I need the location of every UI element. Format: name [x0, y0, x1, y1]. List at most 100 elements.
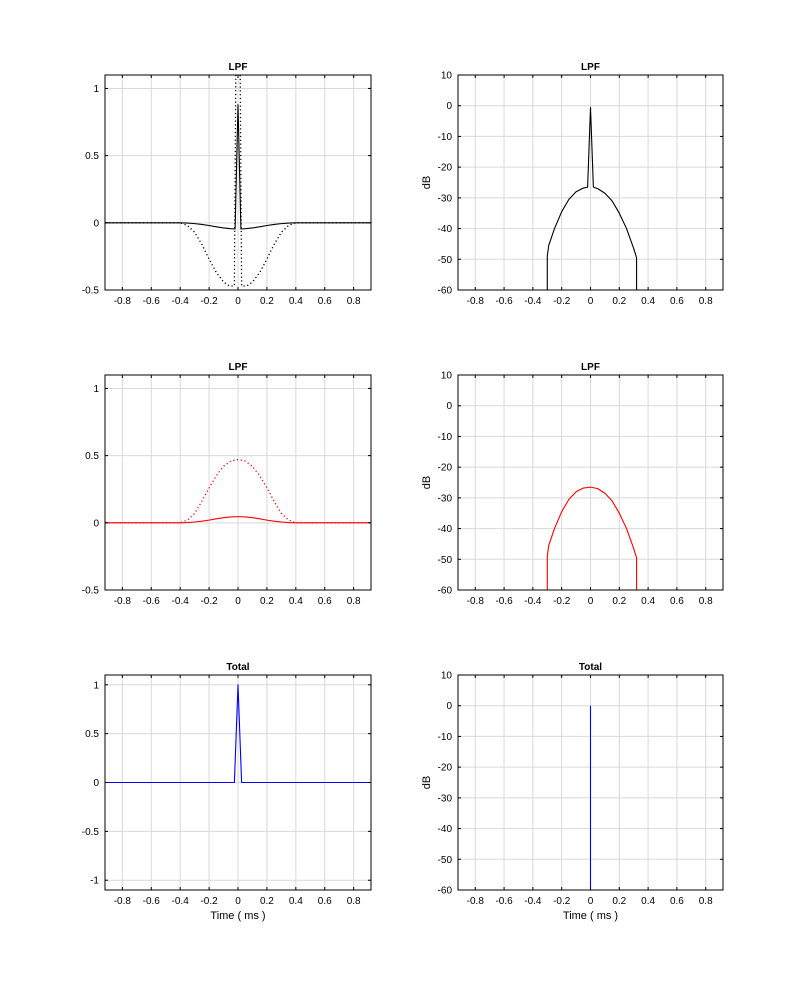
y-tick-label: 0.5: [85, 729, 99, 740]
x-tick-label: 0.6: [318, 296, 332, 307]
x-tick-label: -0.4: [172, 596, 190, 607]
x-tick-label: -0.6: [143, 596, 161, 607]
y-tick-label: -50: [438, 255, 453, 266]
x-tick-label: 0.6: [670, 896, 684, 907]
y-tick-label: -60: [438, 886, 453, 897]
x-tick-label: -0.2: [553, 896, 571, 907]
solid-series-line: [546, 486, 638, 590]
x-tick-label: 0.8: [699, 596, 713, 607]
x-tick-label: 0.6: [318, 596, 332, 607]
chart-title: LPF: [229, 62, 248, 73]
y-tick-label: 10: [441, 371, 453, 382]
y-tick-label: 0: [446, 401, 452, 412]
y-tick-label: 0: [93, 518, 99, 529]
y-axis-label: dB: [421, 176, 433, 189]
y-tick-label: 1: [93, 384, 99, 395]
chart-title: LPF: [581, 362, 600, 373]
plot-area: [546, 106, 638, 290]
x-tick-label: 0.2: [260, 596, 274, 607]
x-tick-label: 0.8: [699, 896, 713, 907]
x-tick-label: 0.4: [641, 896, 655, 907]
x-axis-label: Time ( ms ): [563, 910, 618, 922]
x-tick-label: 0.2: [612, 296, 626, 307]
y-tick-label: -0.5: [82, 586, 100, 597]
x-tick-label: -0.6: [495, 596, 513, 607]
chart-title: LPF: [581, 62, 600, 73]
x-tick-label: 0.2: [260, 296, 274, 307]
x-tick-label: 0: [235, 596, 241, 607]
chart-panel-5: -0.8 -0.6 -0.4 -0.2 0 0.2 0.4 0.6 0.8 -1 -0.5 0 0.5 1…: [82, 662, 372, 922]
y-tick-label: -30: [438, 193, 453, 204]
plot-area: [105, 459, 371, 524]
y-tick-label: -20: [438, 163, 453, 174]
y-tick-label: -20: [438, 463, 453, 474]
y-tick-label: -60: [438, 586, 453, 597]
x-tick-label: 0.4: [641, 596, 655, 607]
solid-series-line: [105, 516, 371, 524]
chart-panel-2: -0.8 -0.6 -0.4 -0.2 0 0.2 0.4 0.6 0.8 -60 -50 -40 -3…: [421, 62, 724, 307]
y-tick-label: -10: [438, 732, 453, 743]
x-tick-label: -0.4: [524, 896, 542, 907]
y-axis-label: dB: [421, 476, 433, 489]
x-tick-label: 0: [235, 896, 241, 907]
y-tick-label: -50: [438, 555, 453, 566]
x-tick-label: -0.4: [172, 296, 190, 307]
chart-panel-6: -0.8 -0.6 -0.4 -0.2 0 0.2 0.4 0.6 0.8 -60 -50 -40 -3…: [421, 662, 724, 922]
x-tick-label: -0.2: [200, 296, 218, 307]
dotted-series-line: [105, 459, 371, 524]
grid: [458, 374, 723, 591]
x-tick-label: 0: [588, 596, 594, 607]
chart-panel-3: -0.8 -0.6 -0.4 -0.2 0 0.2 0.4 0.6 0.8 -0.5 0 0.5 1 LP…: [82, 362, 372, 607]
y-tick-label: 0: [446, 101, 452, 112]
chart-panel-4: -0.8 -0.6 -0.4 -0.2 0 0.2 0.4 0.6 0.8 -60 -50 -40 -3…: [421, 362, 724, 607]
grid: [105, 375, 371, 591]
x-tick-label: -0.8: [114, 896, 132, 907]
x-tick-label: 0: [588, 296, 594, 307]
x-tick-label: -0.6: [143, 896, 161, 907]
y-tick-label: 0.5: [85, 451, 99, 462]
y-tick-label: 0: [93, 218, 99, 229]
y-tick-label: -40: [438, 524, 453, 535]
y-tick-label: 0.5: [85, 151, 99, 162]
y-tick-label: -0.5: [82, 286, 100, 297]
x-tick-label: -0.6: [495, 896, 513, 907]
plot-area: [546, 486, 638, 590]
x-tick-label: -0.2: [553, 296, 571, 307]
x-tick-label: -0.8: [467, 896, 485, 907]
y-tick-label: -60: [438, 286, 453, 297]
x-tick-label: -0.4: [524, 296, 542, 307]
y-tick-label: -40: [438, 824, 453, 835]
x-tick-label: -0.8: [467, 596, 485, 607]
y-tick-label: -30: [438, 793, 453, 804]
x-tick-label: -0.8: [114, 596, 132, 607]
x-tick-label: 0.4: [289, 296, 303, 307]
solid-series-line: [105, 684, 371, 784]
x-tick-label: 0.6: [670, 296, 684, 307]
y-axis-label: dB: [421, 776, 433, 789]
y-tick-label: -0.5: [82, 827, 100, 838]
x-tick-label: 0: [588, 896, 594, 907]
x-tick-label: 0.8: [347, 896, 361, 907]
y-tick-label: -40: [438, 224, 453, 235]
x-tick-label: -0.8: [114, 296, 132, 307]
x-tick-label: 0.2: [612, 896, 626, 907]
x-tick-label: 0.4: [289, 896, 303, 907]
chart-title: Total: [579, 662, 602, 673]
y-tick-label: -10: [438, 132, 453, 143]
chart-title: LPF: [229, 362, 248, 373]
x-tick-label: 0.8: [699, 296, 713, 307]
plot-area: [105, 75, 371, 287]
x-tick-label: -0.2: [200, 596, 218, 607]
y-tick-label: 10: [441, 671, 453, 682]
x-tick-label: -0.6: [495, 296, 513, 307]
x-tick-label: -0.6: [143, 296, 161, 307]
y-tick-label: 1: [93, 680, 99, 691]
x-tick-label: 0: [235, 296, 241, 307]
x-tick-label: 0.6: [318, 896, 332, 907]
x-tick-label: -0.2: [200, 896, 218, 907]
x-tick-label: 0.6: [670, 596, 684, 607]
y-tick-label: -1: [90, 876, 99, 887]
x-tick-label: 0.8: [347, 296, 361, 307]
y-tick-label: -50: [438, 855, 453, 866]
